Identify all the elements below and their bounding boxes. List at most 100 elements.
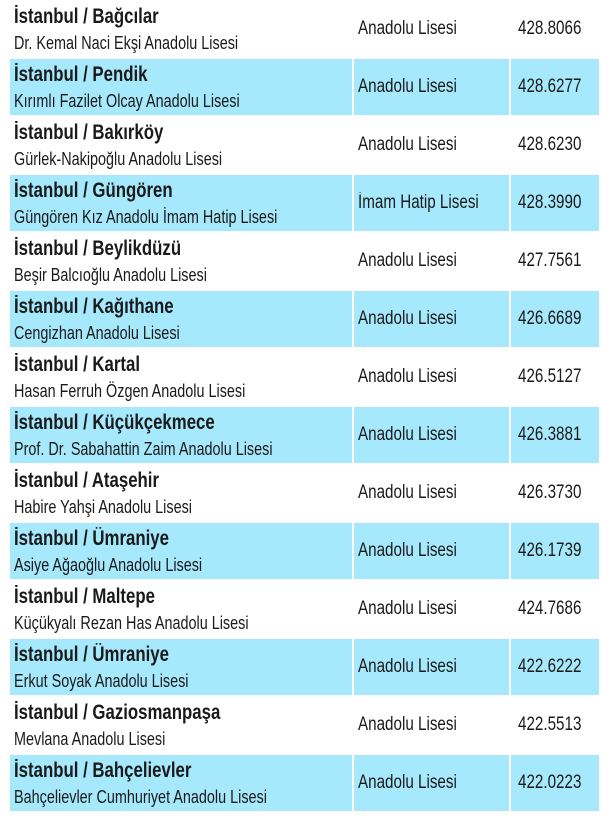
school-ranking-table: İstanbul / Bağcılar Dr. Kemal Naci Ekşi … [8, 0, 601, 813]
school-cell: İstanbul / Küçükçekmece Prof. Dr. Sabaha… [10, 407, 353, 463]
score: 428.6230 [518, 134, 582, 155]
school-type-cell: Anadolu Lisesi [354, 755, 510, 811]
score: 426.3730 [518, 482, 582, 503]
score-cell: 428.6277 [511, 59, 599, 115]
school-name: Beşir Balcıoğlu Anadolu Lisesi [14, 265, 207, 285]
score: 428.8066 [518, 18, 582, 39]
school-type: Anadolu Lisesi [358, 598, 457, 619]
school-cell: İstanbul / Kağıthane Cengizhan Anadolu L… [10, 291, 353, 347]
location-label: İstanbul / Güngören [14, 179, 173, 202]
score-cell: 426.1739 [511, 523, 599, 579]
school-name: Bahçelievler Cumhuriyet Anadolu Lisesi [14, 787, 267, 807]
score-cell: 428.6230 [511, 117, 599, 173]
score-cell: 422.5513 [511, 697, 599, 753]
table-row: İstanbul / Bakırköy Gürlek-Nakipoğlu Ana… [10, 117, 599, 173]
school-type: Anadolu Lisesi [358, 76, 457, 97]
school-type-cell: Anadolu Lisesi [354, 59, 510, 115]
table-row: İstanbul / Bahçelievler Bahçelievler Cum… [10, 755, 599, 811]
score-cell: 426.5127 [511, 349, 599, 405]
school-type: Anadolu Lisesi [358, 482, 457, 503]
school-type-cell: Anadolu Lisesi [354, 1, 509, 57]
school-name: Küçükyalı Rezan Has Anadolu Lisesi [14, 613, 249, 633]
table-row: İstanbul / Beylikdüzü Beşir Balcıoğlu An… [10, 233, 599, 289]
school-cell: İstanbul / Maltepe Küçükyalı Rezan Has A… [10, 581, 352, 637]
school-type: Anadolu Lisesi [358, 540, 457, 561]
location-label: İstanbul / Kağıthane [14, 295, 174, 318]
score: 427.7561 [518, 250, 582, 271]
school-cell: İstanbul / Gaziosmanpaşa Mevlana Anadolu… [10, 697, 352, 753]
location-label: İstanbul / Bağcılar [14, 5, 159, 28]
table-row: İstanbul / Güngören Güngören Kız Anadolu… [10, 175, 599, 231]
school-type: Anadolu Lisesi [358, 134, 457, 155]
table-row: İstanbul / Küçükçekmece Prof. Dr. Sabaha… [10, 407, 599, 463]
school-type: Anadolu Lisesi [358, 714, 457, 735]
table-row: İstanbul / Ataşehir Habire Yahşi Anadolu… [10, 465, 599, 521]
location-label: İstanbul / Gaziosmanpaşa [14, 701, 221, 724]
school-type: Anadolu Lisesi [358, 656, 457, 677]
school-name: Hasan Ferruh Özgen Anadolu Lisesi [14, 381, 246, 401]
table-row: İstanbul / Ümraniye Erkut Soyak Anadolu … [10, 639, 599, 695]
school-type: Anadolu Lisesi [358, 250, 457, 271]
school-name: Cengizhan Anadolu Lisesi [14, 323, 180, 343]
school-type: Anadolu Lisesi [358, 308, 457, 329]
score: 426.3881 [518, 424, 582, 445]
school-type-cell: Anadolu Lisesi [354, 233, 509, 289]
school-cell: İstanbul / Ümraniye Asiye Ağaoğlu Anadol… [10, 523, 353, 579]
location-label: İstanbul / Ataşehir [14, 469, 160, 492]
school-name: Gürlek-Nakipoğlu Anadolu Lisesi [14, 149, 223, 169]
score-cell: 427.7561 [511, 233, 599, 289]
table-row: İstanbul / Bağcılar Dr. Kemal Naci Ekşi … [10, 1, 599, 57]
school-name: Habire Yahşi Anadolu Lisesi [14, 497, 192, 517]
score: 426.1739 [518, 540, 582, 561]
school-type-cell: Anadolu Lisesi [354, 465, 509, 521]
school-type: İmam Hatip Lisesi [358, 192, 479, 213]
table-row: İstanbul / Ümraniye Asiye Ağaoğlu Anadol… [10, 523, 599, 579]
score-cell: 422.0223 [511, 755, 599, 811]
score-cell: 426.3730 [511, 465, 599, 521]
school-type-cell: Anadolu Lisesi [354, 349, 509, 405]
school-type: Anadolu Lisesi [358, 366, 457, 387]
school-type-cell: Anadolu Lisesi [354, 639, 510, 695]
location-label: İstanbul / Kartal [14, 353, 141, 376]
school-cell: İstanbul / Bağcılar Dr. Kemal Naci Ekşi … [10, 1, 352, 57]
school-cell: İstanbul / Bakırköy Gürlek-Nakipoğlu Ana… [10, 117, 352, 173]
score-cell: 424.7686 [511, 581, 599, 637]
score: 422.0223 [518, 772, 582, 793]
score: 422.6222 [518, 656, 582, 677]
location-label: İstanbul / Ümraniye [14, 643, 169, 666]
location-label: İstanbul / Bahçelievler [14, 759, 192, 782]
school-type-cell: Anadolu Lisesi [354, 407, 510, 463]
location-label: İstanbul / Maltepe [14, 585, 155, 608]
location-label: İstanbul / Küçükçekmece [14, 411, 215, 434]
table-row: İstanbul / Maltepe Küçükyalı Rezan Has A… [10, 581, 599, 637]
school-type-cell: Anadolu Lisesi [354, 697, 509, 753]
score-cell: 426.3881 [511, 407, 599, 463]
school-type-cell: Anadolu Lisesi [354, 291, 510, 347]
school-name: Kırımlı Fazilet Olcay Anadolu Lisesi [14, 91, 240, 111]
table-row: İstanbul / Pendik Kırımlı Fazilet Olcay … [10, 59, 599, 115]
school-name: Prof. Dr. Sabahattin Zaim Anadolu Lisesi [14, 439, 273, 459]
school-type-cell: Anadolu Lisesi [354, 581, 509, 637]
location-label: İstanbul / Pendik [14, 63, 148, 86]
score: 426.6689 [518, 308, 582, 329]
location-label: İstanbul / Bakırköy [14, 121, 164, 144]
location-label: İstanbul / Ümraniye [14, 527, 169, 550]
location-label: İstanbul / Beylikdüzü [14, 237, 182, 260]
score-cell: 422.6222 [511, 639, 599, 695]
score: 424.7686 [518, 598, 582, 619]
score-cell: 428.8066 [511, 1, 599, 57]
school-cell: İstanbul / Ataşehir Habire Yahşi Anadolu… [10, 465, 352, 521]
school-type: Anadolu Lisesi [358, 424, 457, 445]
score: 428.3990 [518, 192, 582, 213]
score: 422.5513 [518, 714, 582, 735]
table-row: İstanbul / Kartal Hasan Ferruh Özgen Ana… [10, 349, 599, 405]
school-cell: İstanbul / Kartal Hasan Ferruh Özgen Ana… [10, 349, 352, 405]
school-type-cell: Anadolu Lisesi [354, 523, 510, 579]
school-name: Mevlana Anadolu Lisesi [14, 729, 166, 749]
score: 426.5127 [518, 366, 582, 387]
school-name: Asiye Ağaoğlu Anadolu Lisesi [14, 555, 203, 575]
school-type: Anadolu Lisesi [358, 18, 457, 39]
school-cell: İstanbul / Güngören Güngören Kız Anadolu… [10, 175, 353, 231]
school-cell: İstanbul / Beylikdüzü Beşir Balcıoğlu An… [10, 233, 352, 289]
school-cell: İstanbul / Pendik Kırımlı Fazilet Olcay … [10, 59, 353, 115]
